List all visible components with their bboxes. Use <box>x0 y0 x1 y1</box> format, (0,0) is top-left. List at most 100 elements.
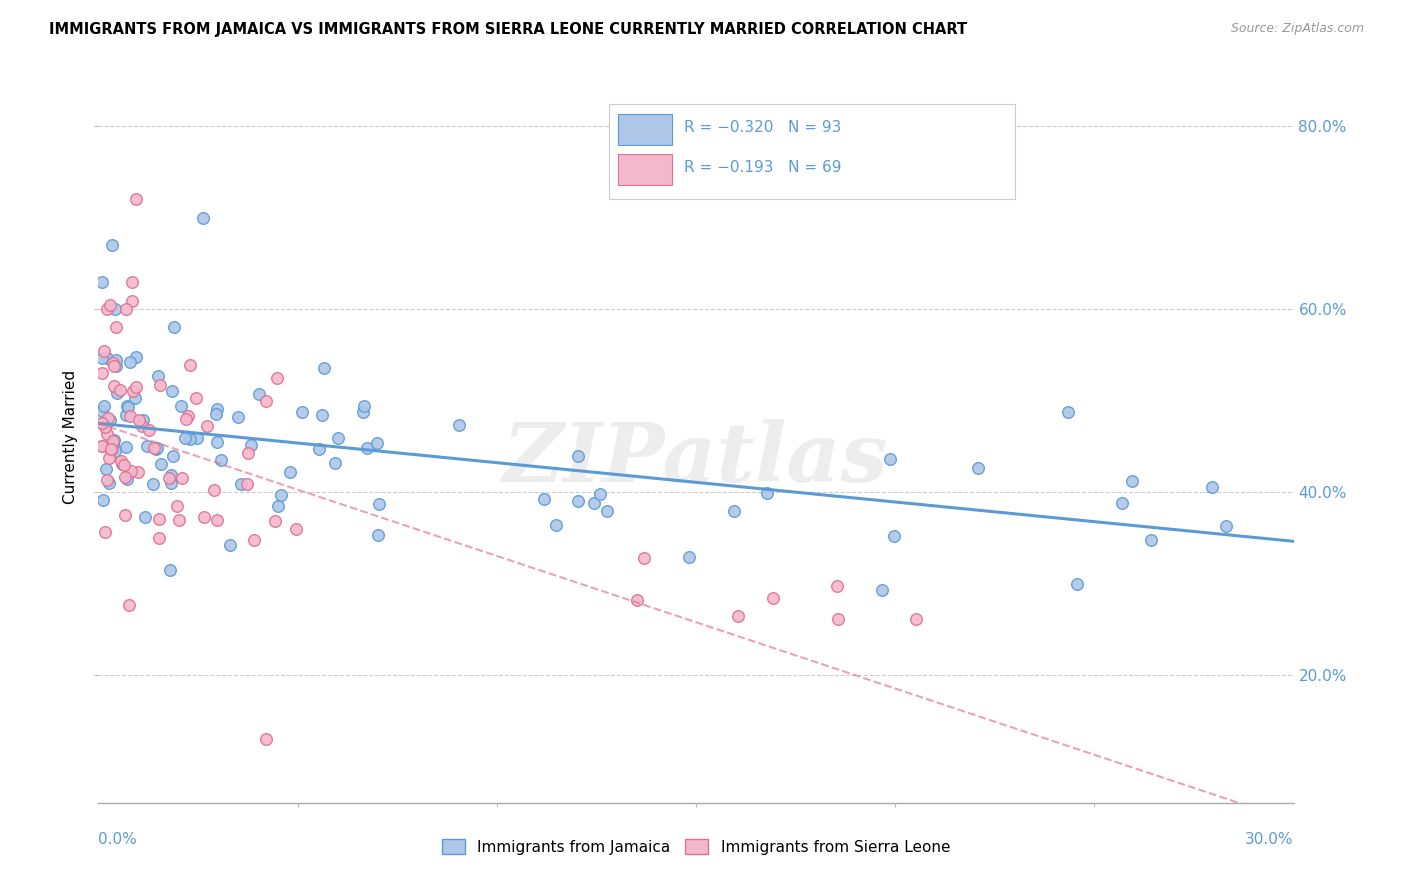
Point <box>101 356 124 370</box>
Text: 0.0%: 0.0% <box>98 832 138 847</box>
Point <box>177 409 200 423</box>
Point <box>172 471 194 485</box>
Point <box>236 446 259 460</box>
Point <box>278 465 301 479</box>
Point <box>544 517 567 532</box>
Text: 30.0%: 30.0% <box>1246 832 1294 847</box>
Point <box>626 593 648 607</box>
Point <box>103 301 125 317</box>
Point <box>111 457 134 471</box>
Point <box>115 440 138 454</box>
Point <box>368 498 391 512</box>
Point <box>121 384 143 398</box>
Point <box>567 449 589 463</box>
Point <box>179 433 201 447</box>
Point <box>97 450 120 465</box>
Point <box>356 441 378 455</box>
Point <box>193 211 215 225</box>
Point <box>1201 480 1223 494</box>
Point <box>136 439 159 453</box>
Point <box>195 419 218 434</box>
Point <box>93 343 115 358</box>
Point <box>723 504 745 518</box>
FancyBboxPatch shape <box>609 104 1015 200</box>
Point <box>870 583 893 598</box>
Text: Source: ZipAtlas.com: Source: ZipAtlas.com <box>1230 22 1364 36</box>
Point <box>205 401 228 416</box>
Text: R = −0.320   N = 93: R = −0.320 N = 93 <box>685 120 841 136</box>
Point <box>205 407 228 421</box>
Point <box>125 192 148 206</box>
Point <box>240 438 263 452</box>
Point <box>254 394 277 409</box>
Point <box>243 533 266 548</box>
Point <box>209 453 232 467</box>
Point <box>160 475 183 490</box>
Point <box>101 238 124 252</box>
Point <box>186 392 208 406</box>
Point <box>1121 474 1143 488</box>
Point <box>825 579 848 593</box>
Point <box>162 450 184 464</box>
Point <box>366 435 388 450</box>
Point <box>883 528 905 542</box>
Point <box>169 513 191 527</box>
Point <box>254 731 277 746</box>
Point <box>308 442 330 457</box>
Point <box>103 359 125 374</box>
Point <box>91 416 114 430</box>
Point <box>150 457 173 471</box>
Point <box>91 416 114 430</box>
Point <box>91 404 114 418</box>
Point <box>115 409 138 423</box>
Bar <box>619 154 672 185</box>
Point <box>148 512 170 526</box>
Point <box>121 464 143 478</box>
Point <box>96 301 118 317</box>
Point <box>104 444 127 458</box>
Point <box>290 405 312 419</box>
Point <box>633 551 655 566</box>
Point <box>1111 496 1133 510</box>
Point <box>353 399 375 413</box>
Point <box>186 431 208 445</box>
Text: R = −0.193   N = 69: R = −0.193 N = 69 <box>685 161 842 176</box>
Point <box>138 423 160 437</box>
Point <box>114 470 136 484</box>
Point <box>449 418 471 433</box>
Point <box>160 468 183 483</box>
Point <box>145 442 167 457</box>
Point <box>148 531 170 545</box>
Point <box>325 457 347 471</box>
Point <box>93 399 115 413</box>
Point <box>312 361 335 376</box>
Point <box>202 483 225 497</box>
Point <box>205 513 228 527</box>
Point <box>267 500 290 514</box>
Point <box>114 508 136 522</box>
Point <box>762 591 785 606</box>
Point <box>142 477 165 491</box>
Point <box>678 550 700 565</box>
Point <box>134 510 156 524</box>
Point <box>117 399 139 413</box>
Point <box>146 369 169 384</box>
Point <box>125 350 148 364</box>
Point <box>117 472 139 486</box>
Point <box>533 491 555 506</box>
Point <box>160 384 183 398</box>
Point <box>163 320 186 334</box>
Point <box>117 401 139 415</box>
Point <box>105 319 128 334</box>
Point <box>108 383 131 397</box>
Point <box>105 359 128 373</box>
Point <box>91 439 114 453</box>
Point <box>236 476 259 491</box>
Point <box>120 409 142 423</box>
Point <box>284 522 307 536</box>
Point <box>94 462 117 476</box>
Point <box>114 301 136 316</box>
Point <box>93 419 115 434</box>
Point <box>170 399 193 413</box>
Point <box>96 351 118 366</box>
